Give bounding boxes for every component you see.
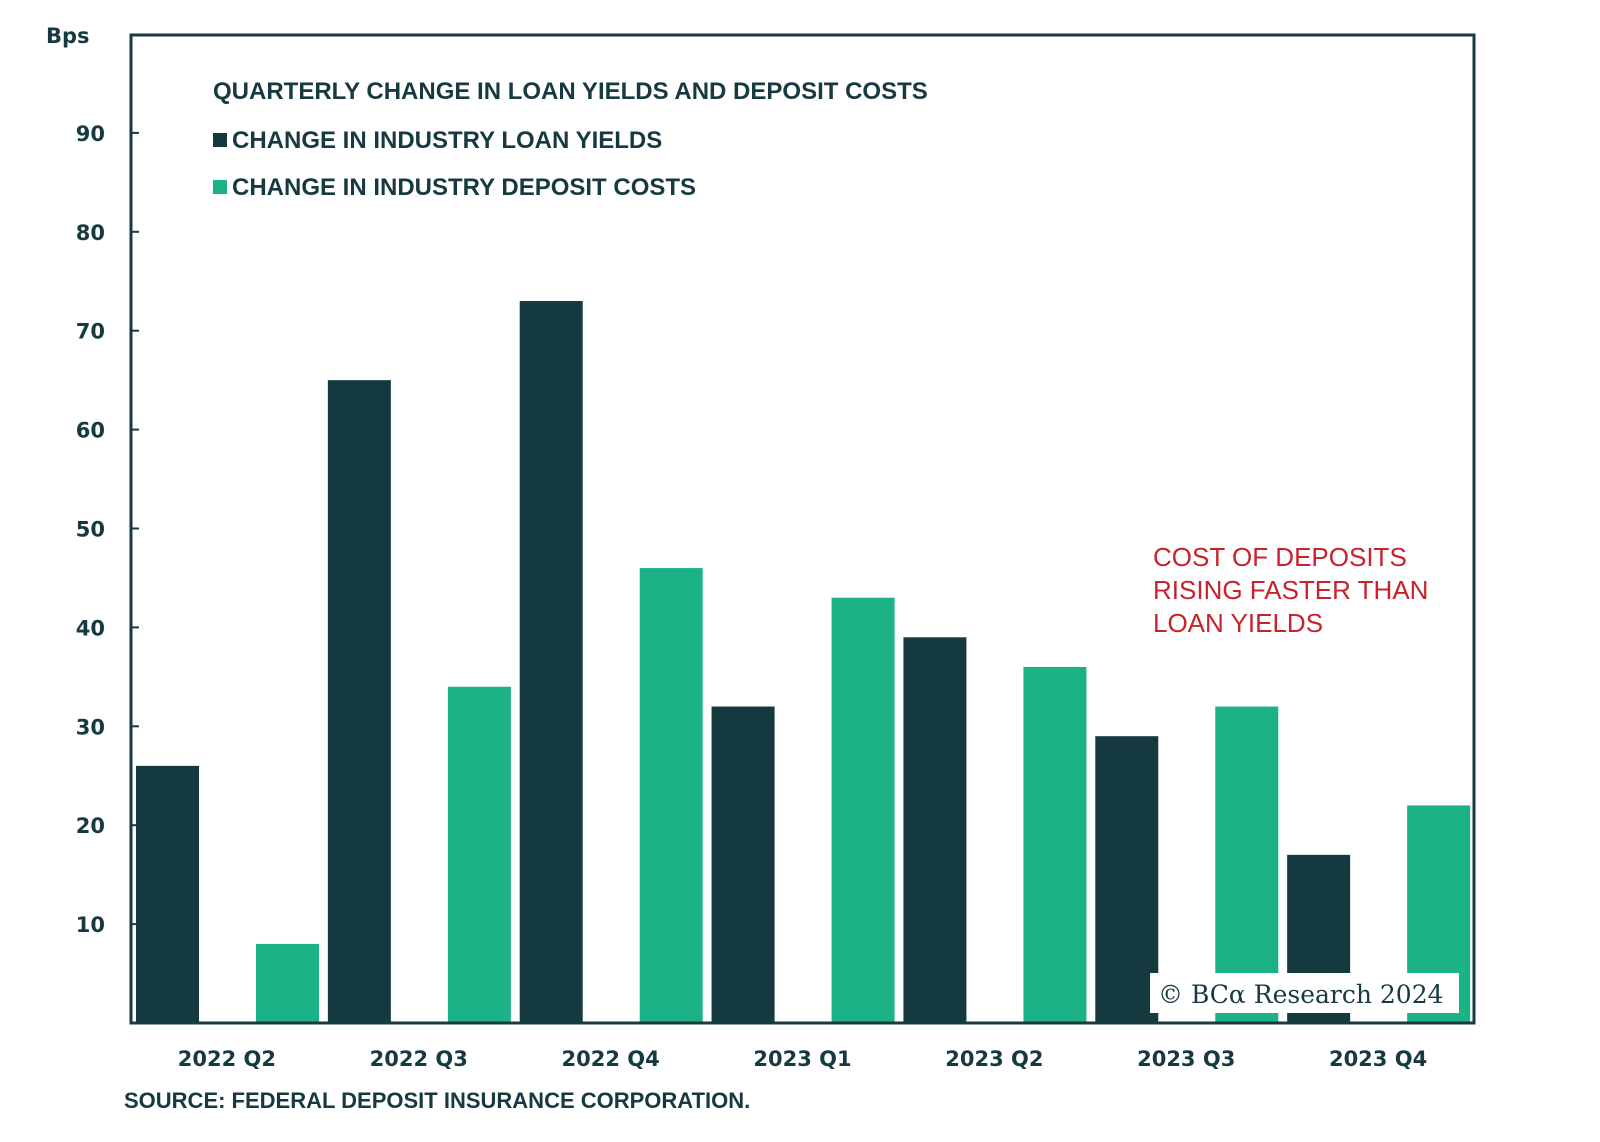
x-tick-label: 2023 Q3 xyxy=(1137,1047,1235,1071)
bar-deposit-costs-2023-q1 xyxy=(831,597,895,1023)
x-tick-label: 2023 Q1 xyxy=(753,1047,851,1071)
legend-label-deposit: CHANGE IN INDUSTRY DEPOSIT COSTS xyxy=(232,174,696,201)
y-tick-label: 60 xyxy=(76,419,105,443)
bar-loan-yields-2022-q3 xyxy=(327,380,391,1023)
bar-loan-yields-2023-q2 xyxy=(903,637,967,1023)
legend-swatch-loan xyxy=(213,133,227,147)
y-axis-label: Bps xyxy=(46,24,90,48)
legend-label-loan: CHANGE IN INDUSTRY LOAN YIELDS xyxy=(232,127,662,154)
legend: CHANGE IN INDUSTRY LOAN YIELDS CHANGE IN… xyxy=(213,127,696,201)
bar-loan-yields-2023-q3 xyxy=(1095,736,1159,1023)
bar-loan-yields-2022-q4 xyxy=(519,301,583,1023)
chart-title: QUARTERLY CHANGE IN LOAN YIELDS AND DEPO… xyxy=(213,78,928,105)
bar-deposit-costs-2022-q2 xyxy=(256,943,319,1023)
y-tick-label: 40 xyxy=(76,616,105,640)
source-note: SOURCE: FEDERAL DEPOSIT INSURANCE CORPOR… xyxy=(124,1088,750,1113)
bars xyxy=(136,301,1471,1023)
bar-loan-yields-2022-q2 xyxy=(136,765,199,1023)
y-tick-label: 10 xyxy=(76,913,105,937)
x-tick-label: 2023 Q4 xyxy=(1329,1047,1427,1071)
bar-deposit-costs-2023-q3 xyxy=(1215,706,1279,1023)
watermark-box xyxy=(1150,973,1459,1013)
bar-deposit-costs-2022-q3 xyxy=(447,686,511,1023)
annotation-line-1: COST OF DEPOSITS xyxy=(1153,542,1407,572)
annotation-line-3: LOAN YIELDS xyxy=(1153,608,1323,638)
watermark-text: © BCα Research 2024 xyxy=(1158,980,1444,1009)
bar-deposit-costs-2023-q2 xyxy=(1023,666,1087,1023)
x-labels: 2022 Q2 2022 Q3 2022 Q4 2023 Q1 2023 Q2 2023 … xyxy=(178,1047,1427,1071)
y-tick-label: 50 xyxy=(76,518,105,542)
y-tick-label: 30 xyxy=(76,715,105,739)
annotation: COST OF DEPOSITS RISING FASTER THAN LOAN… xyxy=(1153,542,1428,638)
y-ticks: 10 20 30 40 50 60 70 80 90 xyxy=(76,122,139,937)
bar-loan-yields-2023-q1 xyxy=(711,706,775,1023)
x-tick-label: 2022 Q3 xyxy=(370,1047,468,1071)
y-tick-label: 70 xyxy=(76,320,105,344)
legend-swatch-deposit xyxy=(213,180,227,194)
x-tick-label: 2022 Q2 xyxy=(178,1047,276,1071)
bar-deposit-costs-2022-q4 xyxy=(639,568,703,1023)
watermark: © BCα Research 2024 xyxy=(1150,973,1459,1013)
y-tick-label: 20 xyxy=(76,814,105,838)
y-tick-label: 80 xyxy=(76,221,105,245)
y-tick-label: 90 xyxy=(76,122,105,146)
x-tick-label: 2023 Q2 xyxy=(945,1047,1043,1071)
annotation-line-2: RISING FASTER THAN xyxy=(1153,575,1428,605)
x-tick-label: 2022 Q4 xyxy=(562,1047,660,1071)
